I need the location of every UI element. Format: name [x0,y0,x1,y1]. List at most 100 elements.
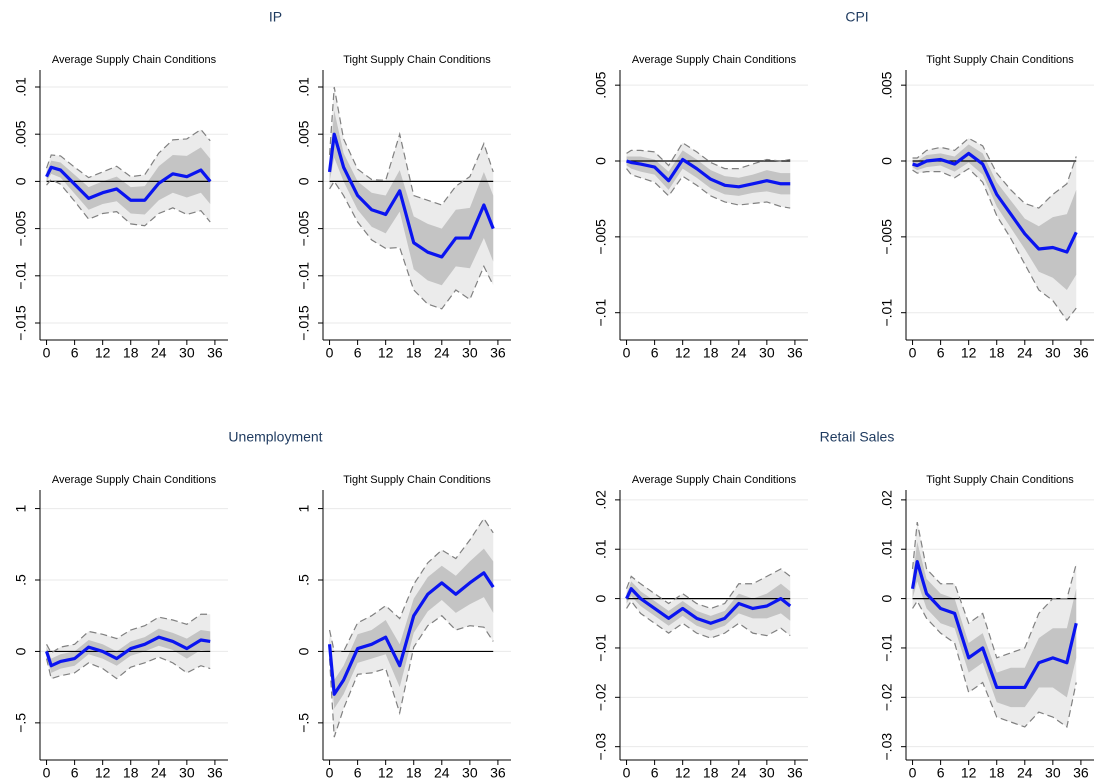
y-tick-label: −.01 [879,299,895,327]
band-edge [45,656,211,680]
band-edge [626,600,791,639]
x-tick-label: 30 [462,345,478,361]
x-tick-label: 12 [961,765,977,781]
x-tick-label: 24 [151,765,167,781]
x-tick-label: 24 [151,345,167,361]
confidence-band [912,144,1077,290]
x-tick-label: 30 [759,345,775,361]
y-tick-label: −.01 [593,299,609,327]
y-tick-label: .01 [593,539,609,559]
x-tick-label: 36 [787,765,803,781]
x-tick-label: 24 [731,765,747,781]
band-edge [626,141,791,170]
x-tick-label: 30 [1045,345,1061,361]
y-tick-label: .005 [296,120,312,147]
x-tick-label: 36 [207,345,223,361]
panel-title: Average Supply Chain Conditions [632,54,797,66]
band-edge [626,168,791,209]
y-tick-label: .005 [13,120,29,147]
irf-line [625,587,792,625]
x-tick-label: 18 [406,345,422,361]
x-tick-label: 6 [651,345,659,361]
x-tick-label: 0 [43,345,51,361]
x-tick-label: 12 [675,765,691,781]
panel-title: Average Supply Chain Conditions [52,54,217,66]
y-tick-label: −.5 [296,713,312,733]
x-tick-label: 18 [703,345,719,361]
x-tick-label: 24 [731,345,747,361]
y-tick-label: .02 [879,490,895,510]
y-tick-label: −.01 [13,262,29,290]
x-tick-label: 24 [1017,345,1033,361]
x-tick-label: 0 [623,345,631,361]
x-tick-label: 0 [909,345,917,361]
y-tick-label: −.01 [593,634,609,662]
irf-line [327,132,495,259]
irf-line [910,559,1078,690]
x-tick-label: 0 [326,765,334,781]
x-tick-label: 36 [1073,345,1089,361]
confidence-band [912,138,1077,321]
x-tick-label: 12 [675,345,691,361]
x-tick-label: 12 [95,345,111,361]
x-tick-label: 24 [434,345,450,361]
panel-title: Tight Supply Chain Conditions [926,474,1074,486]
band-edge [45,128,211,179]
y-tick-label: .02 [593,490,609,510]
y-tick-label: 0 [13,647,29,655]
y-tick-label: 0 [296,647,312,655]
x-tick-label: 0 [326,345,334,361]
irf-line [45,635,211,668]
x-tick-label: 0 [43,765,51,781]
y-tick-label: −.005 [296,211,312,247]
band-edge [46,613,211,654]
panel-title: Tight Supply Chain Conditions [926,54,1074,66]
irf-line [626,157,791,189]
x-tick-label: 30 [179,345,195,361]
x-tick-label: 36 [787,345,803,361]
x-tick-label: 18 [703,765,719,781]
y-tick-label: 0 [879,157,895,165]
panel-title: Tight Supply Chain Conditions [343,474,491,486]
x-tick-label: 18 [989,765,1005,781]
x-tick-label: 12 [378,345,394,361]
x-tick-label: 6 [937,765,945,781]
confidence-band [912,522,1077,727]
y-tick-label: −.005 [593,219,609,255]
irf-line [45,165,212,202]
x-tick-label: 36 [490,345,506,361]
x-tick-label: 6 [937,345,945,361]
x-tick-label: 6 [651,765,659,781]
band-edge [46,178,211,227]
x-tick-label: 18 [123,345,139,361]
x-tick-label: 6 [71,345,79,361]
x-tick-label: 18 [406,765,422,781]
y-tick-label: .5 [13,574,29,586]
x-tick-label: 12 [95,765,111,781]
x-tick-label: 24 [1017,765,1033,781]
band-edge [912,599,1077,728]
y-tick-label: 1 [296,504,312,512]
panel-title: Tight Supply Chain Conditions [343,54,491,66]
y-tick-label: .005 [593,71,609,98]
x-tick-label: 6 [354,765,362,781]
x-tick-label: 36 [207,765,223,781]
y-tick-label: .01 [13,77,29,97]
x-tick-label: 12 [961,345,977,361]
x-tick-label: 24 [434,765,450,781]
band-edge [328,86,494,206]
y-tick-label: .005 [879,71,895,98]
x-tick-label: 30 [1045,765,1061,781]
x-tick-label: 30 [179,765,195,781]
y-tick-label: .01 [296,77,312,97]
group-title: CPI [845,9,868,25]
group-title: Unemployment [228,429,322,445]
x-tick-label: 36 [1073,765,1089,781]
x-tick-label: 18 [989,345,1005,361]
group-title: IP [269,9,282,25]
y-tick-label: −.005 [879,219,895,255]
y-tick-label: 0 [13,177,29,185]
panel-title: Average Supply Chain Conditions [632,474,797,486]
band-edge [911,521,1077,659]
